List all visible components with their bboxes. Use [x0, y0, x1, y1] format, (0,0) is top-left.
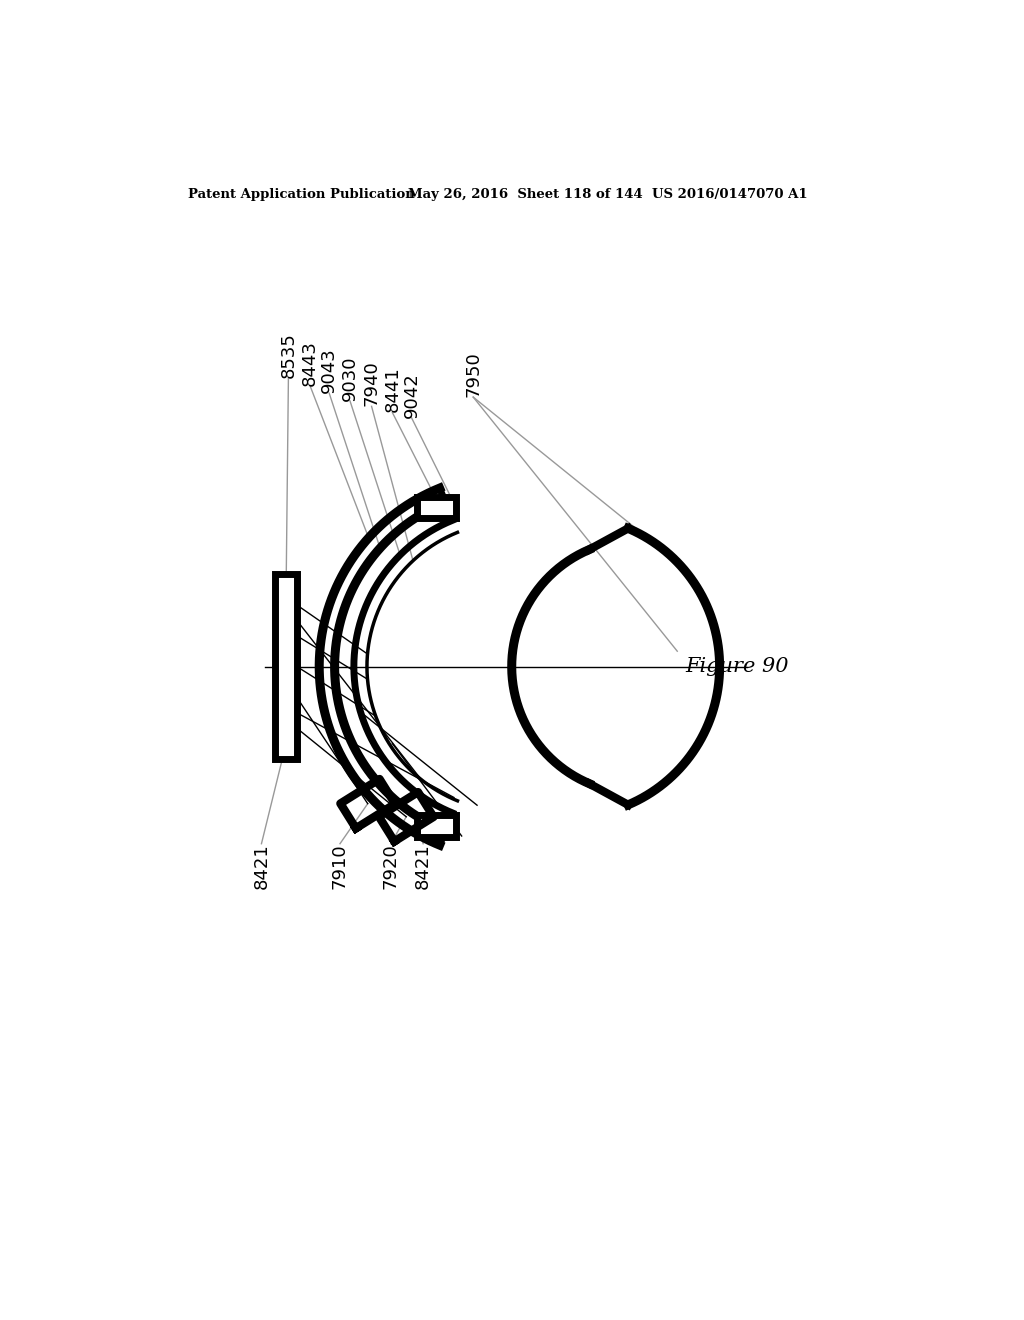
Text: 8421: 8421 — [253, 843, 270, 890]
Text: 8441: 8441 — [383, 367, 401, 412]
Text: 8443: 8443 — [301, 339, 318, 385]
Text: 7910: 7910 — [331, 843, 349, 890]
Text: 8535: 8535 — [280, 331, 297, 378]
Text: Patent Application Publication: Patent Application Publication — [188, 187, 415, 201]
Text: 7940: 7940 — [362, 360, 381, 407]
Text: Figure 90: Figure 90 — [685, 657, 788, 676]
Text: May 26, 2016  Sheet 118 of 144  US 2016/0147070 A1: May 26, 2016 Sheet 118 of 144 US 2016/01… — [408, 187, 807, 201]
Text: 7920: 7920 — [382, 843, 399, 890]
Bar — [275, 574, 297, 759]
Bar — [418, 814, 456, 837]
Text: 9043: 9043 — [321, 347, 338, 393]
Text: 9042: 9042 — [402, 372, 421, 418]
Bar — [418, 496, 456, 519]
Text: 7950: 7950 — [464, 351, 482, 397]
Text: 9030: 9030 — [341, 355, 359, 401]
Text: 8421: 8421 — [414, 843, 432, 890]
